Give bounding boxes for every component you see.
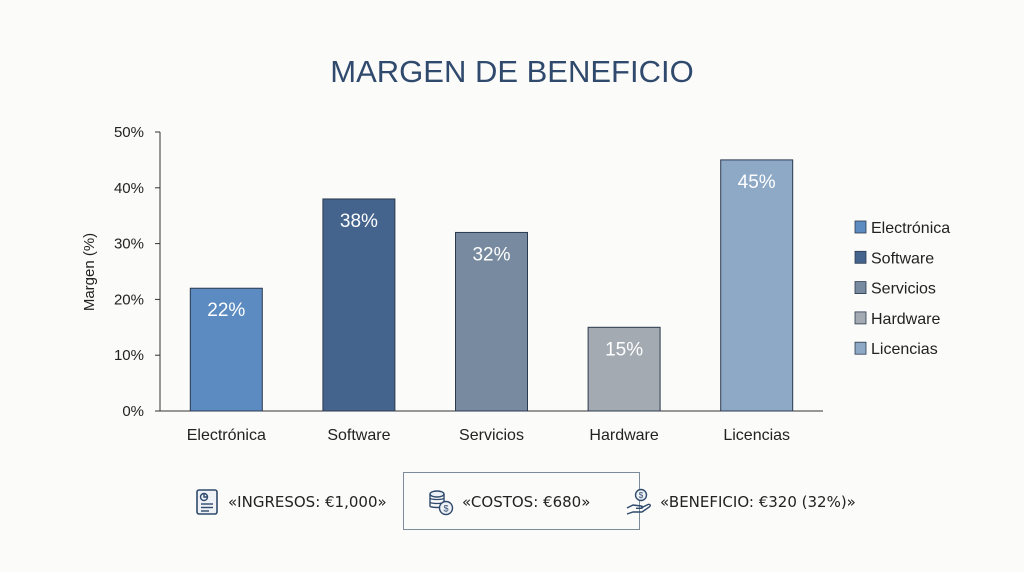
legend-swatch [854,220,867,234]
y-tick-label: 10% [114,347,144,364]
bar-data-label: 45% [738,172,776,193]
legend-swatch [854,281,867,295]
legend-label: Software [871,250,934,267]
legend-swatch [854,250,867,264]
x-tick-label: Licencias [723,427,790,444]
svg-text:$: $ [639,491,644,500]
ingresos-text: «INGRESOS: €1,000» [228,493,387,511]
bar-data-label: 32% [472,244,510,265]
y-tick-label: 0% [122,403,144,420]
legend-swatch [854,311,867,325]
y-tick-label: 30% [114,236,144,253]
y-tick-label: 40% [114,180,144,197]
legend-label: Servicios [871,281,936,298]
summary-bar: «INGRESOS: €1,000» $ «COSTOS: €680» $ «B… [190,472,870,532]
y-tick-label: 50% [114,124,144,141]
bar-data-label: 22% [207,300,245,321]
summary-beneficio: $ «BENEFICIO: €320 (32%)» [624,486,856,518]
bar [322,198,396,412]
legend-label: Electrónica [871,220,950,237]
bar-data-label: 38% [340,211,378,232]
bar [587,326,661,412]
svg-text:$: $ [443,504,448,514]
y-axis-label: Margen (%) [81,233,98,311]
legend-label: Hardware [871,311,940,328]
bar [720,159,794,412]
x-tick-label: Software [327,427,390,444]
document-chart-icon [196,489,218,515]
hand-money-icon: $ [626,488,651,515]
bars: 22% Electrónica 38% Software 32% Servicios 15%… [187,159,794,444]
coins-icon: $ [429,490,454,516]
beneficio-text: «BENEFICIO: €320 (32%)» [660,493,856,511]
chart-title: MARGEN DE BENEFICIO [330,54,693,89]
summary-ingresos: «INGRESOS: €1,000» [192,486,387,518]
x-tick-label: Electrónica [187,427,266,444]
y-tick-label: 20% [114,291,144,308]
x-tick-label: Servicios [459,427,524,444]
summary-costos: $ «COSTOS: €680» [426,486,590,518]
bar-data-label: 15% [605,339,643,360]
legend-label: Licencias [871,341,938,358]
legend: Electrónica Software Servicios Hardware Lice… [854,220,950,358]
x-tick-label: Hardware [589,427,658,444]
bar [455,231,528,412]
costos-text: «COSTOS: €680» [462,493,591,511]
bar [189,287,263,412]
legend-swatch [854,341,867,355]
